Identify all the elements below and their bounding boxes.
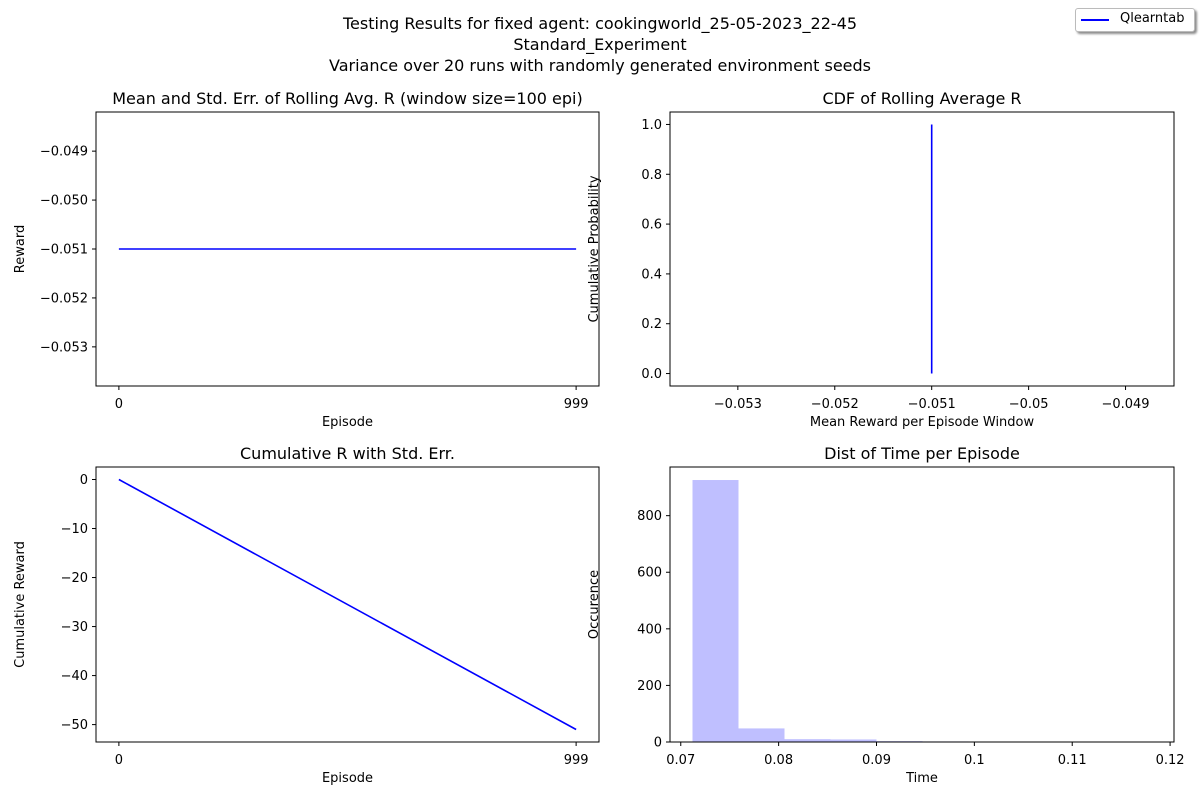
x-tick-label-2: 999 [564, 753, 589, 768]
x-tick-label-5: −0.049 [1101, 397, 1149, 412]
x-tick-label-5: 0.11 [1058, 753, 1087, 768]
x-tick-label-2: −0.052 [811, 397, 859, 412]
y-axis-label: Occurence [587, 570, 602, 639]
x-tick-label-2: 999 [564, 397, 589, 412]
x-tick-label-4: 0.1 [964, 753, 985, 768]
histogram-bar-3 [784, 739, 831, 742]
x-tick-label-3: −0.051 [908, 397, 956, 412]
y-tick-label-2: −10 [61, 522, 88, 537]
y-tick-label-5: −0.049 [40, 145, 88, 160]
x-tick-label-1: −0.053 [714, 397, 762, 412]
axes-frame [669, 111, 1175, 387]
y-tick-label-4: 600 [637, 566, 662, 581]
legend-label: Qlearntab [1120, 11, 1185, 26]
x-tick-label-3: 0.09 [862, 753, 891, 768]
y-tick-label-3: −20 [61, 571, 88, 586]
x-tick-label-4: −0.05 [1009, 397, 1049, 412]
x-axis-label: Mean Reward per Episode Window [810, 415, 1035, 430]
y-tick-label-5: 0.8 [641, 168, 662, 183]
y-tick-label-2: 0.2 [641, 317, 662, 332]
y-tick-label-5: −40 [61, 669, 88, 684]
axes-frame [669, 466, 1175, 743]
x-axis-label: Time [905, 771, 938, 786]
subplot-4: 0.07 0.08 0.09 0.1 0.11 0.12 0 200 400 600 800 Dist… [587, 444, 1185, 786]
legend: Qlearntab [1075, 8, 1195, 32]
y-axis-label: Cumulative Probability [587, 175, 602, 322]
y-axis-label: Cumulative Reward [13, 541, 28, 668]
histogram-bar-1 [692, 480, 739, 742]
y-tick-label-3: 0.4 [641, 267, 662, 282]
y-tick-label-4: −0.050 [40, 194, 88, 209]
y-tick-label-2: −0.052 [40, 291, 88, 306]
x-axis-label: Episode [322, 415, 373, 430]
x-tick-label-1: 0 [115, 397, 123, 412]
y-tick-label-4: −30 [61, 620, 88, 635]
figure-title-line-1: Testing Results for fixed agent: cooking… [342, 14, 858, 33]
x-tick-label-6: 0.12 [1156, 753, 1185, 768]
y-tick-label-2: 200 [637, 679, 662, 694]
subplot-title: Cumulative R with Std. Err. [240, 444, 455, 463]
subplot-title: CDF of Rolling Average R [822, 89, 1021, 108]
y-axis-label: Reward [13, 225, 28, 273]
subplot-1: 0 999 −0.053 −0.052 −0.051 −0.050 −0.049 Mean a… [13, 89, 600, 430]
histogram-bar-4 [830, 739, 877, 742]
y-tick-label-1: 0.0 [641, 367, 662, 382]
figure-title-line-2: Standard_Experiment [513, 35, 687, 54]
y-tick-label-1: 0 [654, 736, 662, 751]
y-tick-label-6: 1.0 [641, 118, 662, 133]
legend-line-swatch [1081, 19, 1109, 21]
histogram-bar-2 [738, 728, 785, 742]
figure-title-line-3: Variance over 20 runs with randomly gene… [328, 56, 871, 75]
x-tick-label-2: 0.08 [764, 753, 793, 768]
y-tick-label-1: 0 [80, 473, 88, 488]
subplot-2: −0.053 −0.052 −0.051 −0.05 −0.049 0.0 0.2 0.4 0.… [587, 89, 1175, 430]
subplot-title: Dist of Time per Episode [824, 444, 1020, 463]
y-tick-label-6: −50 [61, 718, 88, 733]
x-tick-label-1: 0.07 [666, 753, 695, 768]
subplot-3: 0 999 0 −10 −20 −30 −40 −50 Cumulative R with St… [13, 444, 600, 786]
series-line-1 [118, 478, 577, 731]
x-tick-label-1: 0 [115, 753, 123, 768]
y-tick-label-3: 400 [637, 622, 662, 637]
y-tick-label-3: −0.051 [40, 243, 88, 258]
subplot-title: Mean and Std. Err. of Rolling Avg. R (wi… [112, 89, 583, 108]
y-tick-label-5: 800 [637, 509, 662, 524]
x-axis-label: Episode [322, 771, 373, 786]
y-tick-label-4: 0.6 [641, 218, 662, 233]
y-tick-label-1: −0.053 [40, 340, 88, 355]
axes-frame [95, 466, 600, 743]
